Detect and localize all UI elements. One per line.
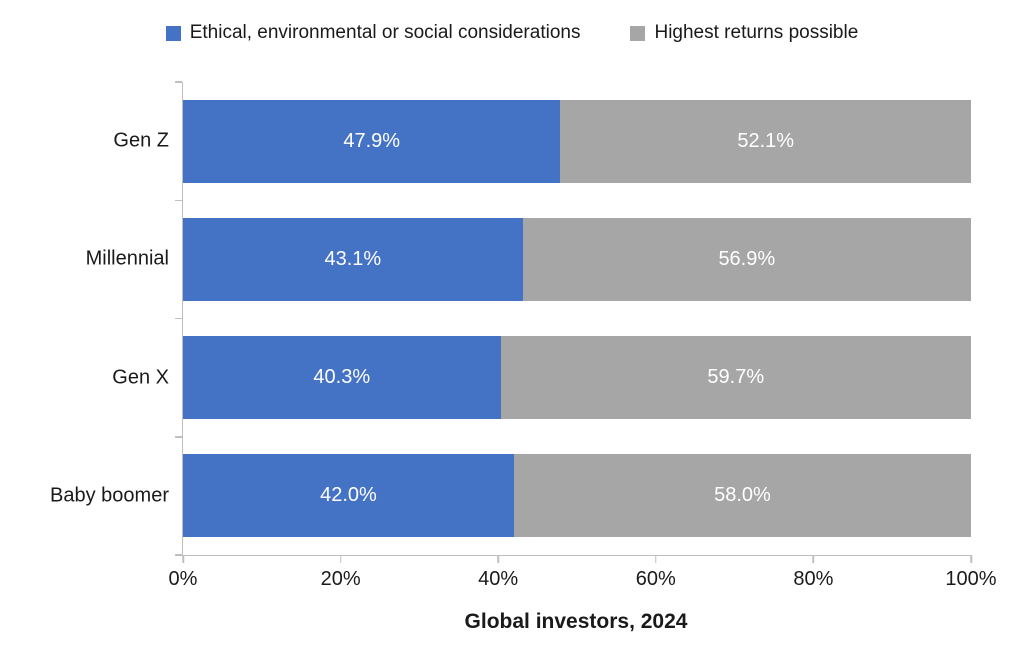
y-axis-tick: [175, 317, 182, 320]
x-axis-tick: [182, 555, 184, 563]
x-tick-label: 20%: [320, 568, 361, 590]
bar-segment: 52.1%: [560, 99, 971, 183]
bar-value-label: 52.1%: [737, 129, 795, 152]
x-axis-title: Global investors, 2024: [464, 610, 688, 633]
category-label: Gen Z: [113, 129, 169, 152]
legend-label: Highest returns possible: [654, 22, 859, 43]
x-tick-label: 0%: [168, 568, 198, 590]
category-label: Gen X: [112, 366, 169, 389]
x-tick-label: 40%: [478, 568, 519, 590]
bar-segment: 43.1%: [183, 217, 523, 301]
bar-value-label: 58.0%: [714, 484, 771, 507]
stacked-bar: 47.9% 52.1%: [183, 99, 971, 183]
bar-segment: 58.0%: [513, 454, 971, 538]
x-axis-tick: [497, 555, 499, 563]
chart-row: Gen X 40.3% 59.7%: [112, 319, 971, 437]
legend-swatch-icon: [630, 25, 646, 41]
bar-value-label: 47.9%: [343, 129, 401, 152]
plot-area: Gen Z 47.9% 52.1% Millennial 43.1% 56.9% Gen X…: [50, 81, 997, 590]
y-axis-tick: [175, 199, 182, 201]
chart-legend: Ethical, environmental or social conside…: [0, 22, 1024, 44]
bar-segment: 47.9%: [183, 99, 561, 183]
bar-value-label: 42.0%: [320, 484, 377, 507]
x-tick-label: 60%: [635, 568, 676, 590]
bar-segment: 42.0%: [183, 454, 514, 538]
bar-rows: Gen Z 47.9% 52.1% Millennial 43.1% 56.9% Gen X…: [50, 82, 971, 555]
x-tick-label: 80%: [793, 568, 834, 590]
x-axis-tick: [339, 555, 342, 563]
bar-segment: 59.7%: [500, 336, 971, 420]
bar-segment: 40.3%: [183, 336, 501, 420]
stacked-bar: 43.1% 56.9%: [183, 217, 971, 301]
stacked-bar: 40.3% 59.7%: [183, 336, 971, 420]
legend-item: Ethical, environmental or social conside…: [165, 22, 581, 44]
chart-row: Gen Z 47.9% 52.1%: [113, 82, 971, 200]
bar-value-label: 59.7%: [707, 366, 765, 389]
category-label: Baby boomer: [50, 484, 169, 507]
chart-row: Millennial 43.1% 56.9%: [86, 200, 971, 318]
bar-value-label: 43.1%: [324, 247, 382, 270]
y-axis-tick: [175, 81, 182, 83]
x-tick-label: 100%: [945, 568, 997, 590]
legend-item: Highest returns possible: [630, 22, 858, 44]
x-axis-tick: [655, 555, 657, 563]
stacked-bar: 42.0% 58.0%: [183, 454, 971, 538]
x-axis-tick: [970, 555, 972, 563]
category-label: Millennial: [85, 247, 169, 270]
bar-value-label: 40.3%: [313, 366, 371, 389]
y-axis-tick: [175, 554, 182, 556]
chart-row: Baby boomer 42.0% 58.0%: [50, 437, 971, 555]
bar-value-label: 56.9%: [718, 247, 776, 270]
x-axis-tick: [812, 555, 815, 563]
y-axis-tick: [175, 436, 182, 438]
legend-label: Ethical, environmental or social conside…: [189, 22, 581, 43]
legend-swatch-icon: [165, 25, 181, 41]
bar-segment: 56.9%: [522, 217, 971, 301]
